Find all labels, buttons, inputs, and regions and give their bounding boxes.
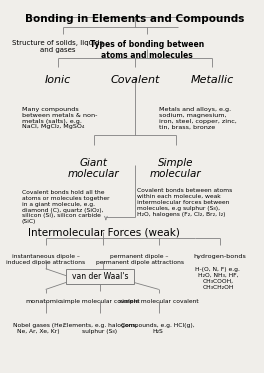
Text: Metallic: Metallic (190, 75, 233, 85)
Text: Nobel gases (He,
Ne, Ar, Xe, Kr): Nobel gases (He, Ne, Ar, Xe, Kr) (13, 323, 64, 334)
Text: Structure of solids, liquids
and gases: Structure of solids, liquids and gases (12, 40, 103, 53)
Text: Bonding in Elements and Compounds: Bonding in Elements and Compounds (25, 14, 244, 24)
Text: Ionic: Ionic (45, 75, 71, 85)
Text: Elements, e.g. halogens,
sulphur (S₈): Elements, e.g. halogens, sulphur (S₈) (63, 323, 137, 334)
Text: van der Waal's: van der Waal's (72, 272, 128, 281)
Text: Covalent: Covalent (110, 75, 159, 85)
Text: Compounds, e.g. HCl(g),
H₂S: Compounds, e.g. HCl(g), H₂S (121, 323, 195, 334)
Text: simple molecular covalent: simple molecular covalent (60, 299, 140, 304)
Text: Intermolecular Forces (weak): Intermolecular Forces (weak) (27, 228, 180, 238)
Text: hydrogen-bonds: hydrogen-bonds (194, 254, 247, 259)
FancyBboxPatch shape (66, 269, 134, 284)
Text: Many compounds
between metals & non-
metals (salts), e.g.
NaCl, MgCl₂, MgSO₄: Many compounds between metals & non- met… (22, 107, 97, 129)
Text: Covalent bonds between atoms
within each molecule, weak
intermolecular forces be: Covalent bonds between atoms within each… (137, 188, 232, 217)
Text: Covalent bonds hold all the
atoms or molecules together
in a giant molecule, e.g: Covalent bonds hold all the atoms or mol… (22, 190, 109, 224)
Text: instantaneous dipole –
induced dipole attractions: instantaneous dipole – induced dipole at… (6, 254, 85, 265)
Text: simple molecular covalent: simple molecular covalent (119, 299, 199, 304)
Text: H-(O, N, F) e.g.
H₂O, NH₃, HF,
CH₃COOH,
CH₃CH₂OH: H-(O, N, F) e.g. H₂O, NH₃, HF, CH₃COOH, … (195, 267, 240, 289)
Text: Giant
molecular: Giant molecular (68, 158, 120, 179)
Text: Metals and alloys, e.g.
sodium, magnesium,
iron, steel, copper, zinc,
tin, brass: Metals and alloys, e.g. sodium, magnesiu… (159, 107, 237, 129)
Text: Simple
molecular: Simple molecular (150, 158, 201, 179)
Text: Types of bonding between
atoms and molecules: Types of bonding between atoms and molec… (90, 40, 204, 60)
Text: monatomic: monatomic (25, 299, 62, 304)
Text: permanent dipole –
permanent dipole attractions: permanent dipole – permanent dipole attr… (96, 254, 183, 265)
